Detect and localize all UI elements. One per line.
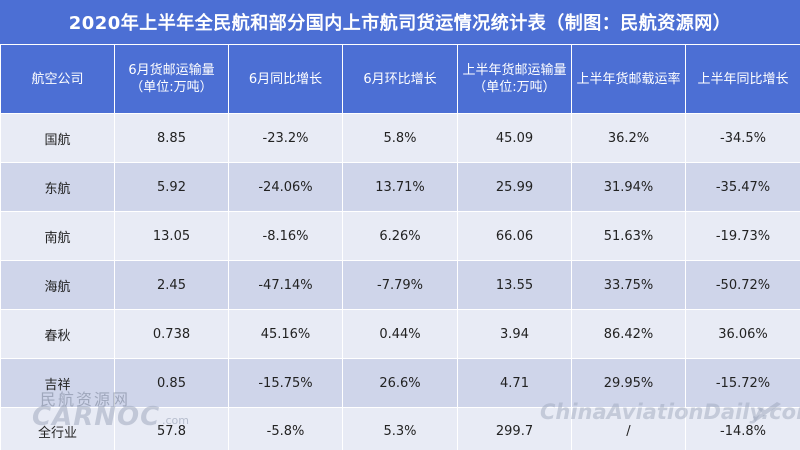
table-cell: 86.42% [571, 309, 686, 359]
table-cell: 0.85 [114, 358, 229, 408]
table-cell: -15.72% [685, 358, 800, 408]
table-row: 全行业 57.8 -5.8% 5.3% 299.7 / -14.8% [0, 407, 800, 450]
table-cell: 26.6% [342, 358, 458, 408]
header-h1-load-factor: 上半年货邮载运率 [571, 44, 686, 114]
table-cell: 45.16% [228, 309, 343, 359]
table-cell: 51.63% [571, 211, 686, 261]
table-cell: 吉祥 [0, 358, 115, 408]
table-cell: 春秋 [0, 309, 115, 359]
table-row: 东航 5.92 -24.06% 13.71% 25.99 31.94% -35.… [0, 162, 800, 212]
table-cell: 33.75% [571, 260, 686, 310]
table-cell: 45.09 [457, 113, 572, 163]
header-airline: 航空公司 [0, 44, 115, 114]
table-cell: -5.8% [228, 407, 343, 450]
table-cell: -8.16% [228, 211, 343, 261]
table-cell: 5.8% [342, 113, 458, 163]
table-cell: 2.45 [114, 260, 229, 310]
table-cell: 25.99 [457, 162, 572, 212]
table-cell: -24.06% [228, 162, 343, 212]
table-row: 吉祥 0.85 -15.75% 26.6% 4.71 29.95% -15.72… [0, 358, 800, 408]
table-cell: 36.2% [571, 113, 686, 163]
table-cell: 全行业 [0, 407, 115, 450]
table-cell: 31.94% [571, 162, 686, 212]
table-row: 春秋 0.738 45.16% 0.44% 3.94 86.42% 36.06% [0, 309, 800, 359]
header-june-mom: 6月环比增长 [342, 44, 458, 114]
table-cell: -7.79% [342, 260, 458, 310]
header-h1-volume: 上半年货邮运输量（单位:万吨） [457, 44, 572, 114]
table-cell: 8.85 [114, 113, 229, 163]
table-cell: 3.94 [457, 309, 572, 359]
header-june-yoy: 6月同比增长 [228, 44, 343, 114]
table-cell: 0.44% [342, 309, 458, 359]
table-cell: 36.06% [685, 309, 800, 359]
table-cell: 4.71 [457, 358, 572, 408]
table-cell: 国航 [0, 113, 115, 163]
header-june-volume: 6月货邮运输量（单位:万吨） [114, 44, 229, 114]
table-cell: 海航 [0, 260, 115, 310]
table-cell: 6.26% [342, 211, 458, 261]
table-cell: -34.5% [685, 113, 800, 163]
table-cell: 13.55 [457, 260, 572, 310]
table-row: 国航 8.85 -23.2% 5.8% 45.09 36.2% -34.5% [0, 113, 800, 163]
table-cell: 13.71% [342, 162, 458, 212]
table-row: 海航 2.45 -47.14% -7.79% 13.55 33.75% -50.… [0, 260, 800, 310]
table-cell: 66.06 [457, 211, 572, 261]
table-cell: -50.72% [685, 260, 800, 310]
table-cell: 299.7 [457, 407, 572, 450]
table-cell: -19.73% [685, 211, 800, 261]
header-h1-yoy: 上半年同比增长 [685, 44, 800, 114]
table-cell: -23.2% [228, 113, 343, 163]
table-cell: -47.14% [228, 260, 343, 310]
table-cell: / [571, 407, 686, 450]
table-cell: -14.8% [685, 407, 800, 450]
table-cell: -15.75% [228, 358, 343, 408]
table-cell: 5.3% [342, 407, 458, 450]
table-cell: 0.738 [114, 309, 229, 359]
table-cell: 29.95% [571, 358, 686, 408]
table-cell: 南航 [0, 211, 115, 261]
table-cell: -35.47% [685, 162, 800, 212]
table-title: 2020年上半年全民航和部分国内上市航司货运情况统计表（制图：民航资源网） [0, 0, 800, 44]
table-cell: 5.92 [114, 162, 229, 212]
cargo-stats-table: 航空公司 6月货邮运输量（单位:万吨） 6月同比增长 6月环比增长 上半年货邮运… [0, 44, 800, 450]
table-row: 南航 13.05 -8.16% 6.26% 66.06 51.63% -19.7… [0, 211, 800, 261]
header-row: 航空公司 6月货邮运输量（单位:万吨） 6月同比增长 6月环比增长 上半年货邮运… [0, 44, 800, 114]
table-cell: 57.8 [114, 407, 229, 450]
table-cell: 13.05 [114, 211, 229, 261]
table-cell: 东航 [0, 162, 115, 212]
